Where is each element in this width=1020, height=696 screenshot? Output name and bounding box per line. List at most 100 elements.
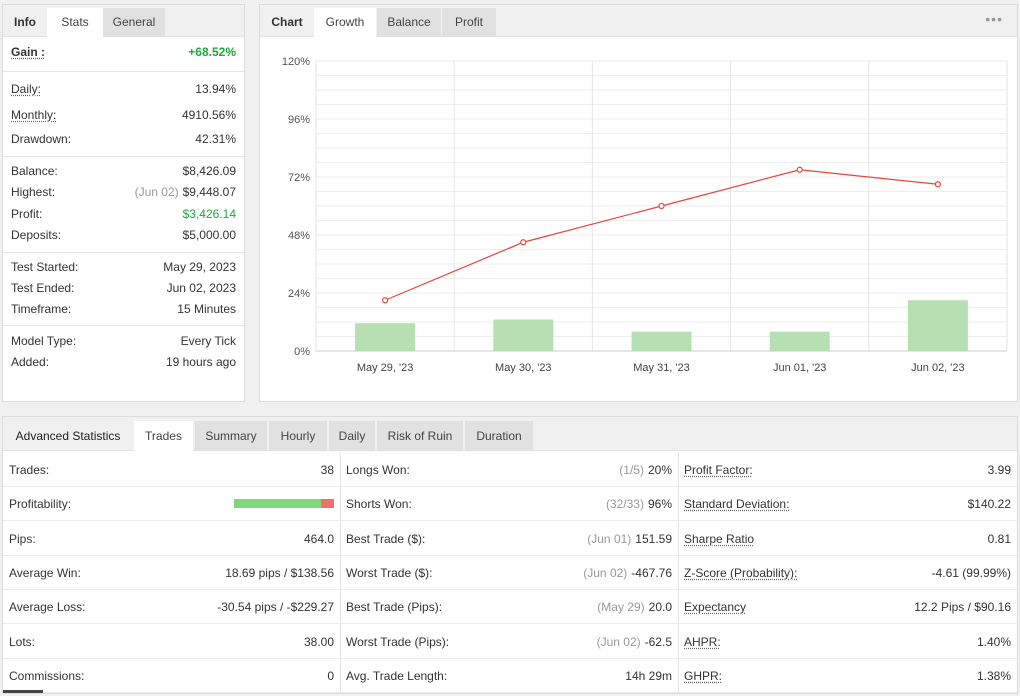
stat-label: Shorts Won: <box>346 497 412 512</box>
tab-balance[interactable]: Balance <box>377 8 441 37</box>
stat-value-group: (Jun 02) -467.76 <box>583 556 672 590</box>
stat-label[interactable]: GHPR: <box>684 668 723 683</box>
tab-risk-of-ruin[interactable]: Risk of Ruin <box>377 421 463 451</box>
monthly-label[interactable]: Monthly: <box>11 108 57 122</box>
stat-label[interactable]: AHPR: <box>684 634 721 649</box>
y-tick-label: 0% <box>294 346 310 358</box>
tab-hourly[interactable]: Hourly <box>269 421 327 451</box>
stat-note: (Jun 02) <box>596 634 641 649</box>
stat-value-group: 38.00 <box>304 625 334 659</box>
stat-value: 3.99 <box>987 463 1011 477</box>
stat-label: Trades: <box>9 463 50 477</box>
stat-value-group: 1.40% <box>977 625 1011 659</box>
stat-value-group: 0 <box>327 659 334 693</box>
table-row: Avg. Trade Length: 14h 29m <box>340 659 678 693</box>
highest-label: Highest: <box>11 185 56 199</box>
stat-value-group: (1/5) 20% <box>619 453 672 487</box>
tab-summary[interactable]: Summary <box>195 421 267 451</box>
stat-label: Average Win: <box>9 565 81 580</box>
table-row: Best Trade (Pips): (May 29) 20.0 <box>340 590 678 625</box>
stat-value-group: 38 <box>321 453 334 487</box>
tab-stats[interactable]: Stats <box>47 8 103 38</box>
stat-value: 14h 29m <box>625 668 672 683</box>
stat-value: 151.59 <box>635 531 672 546</box>
stat-value: 38 <box>320 463 334 477</box>
gain-value: +68.52% <box>188 45 236 59</box>
stat-label[interactable]: Standard Deviation: <box>684 497 790 512</box>
divider <box>3 252 244 253</box>
table-row: Sharpe Ratio 0.81 <box>678 522 1017 556</box>
test-started-value: May 29, 2023 <box>163 260 236 274</box>
stat-note: (32/33) <box>605 497 644 512</box>
tab-chart[interactable]: Chart <box>271 15 303 29</box>
model-type-label: Model Type: <box>11 334 77 348</box>
x-tick-label: May 31, '23 <box>633 362 690 374</box>
data-point <box>934 181 942 188</box>
stat-label[interactable]: Z-Score (Probability): <box>684 565 798 580</box>
tab-daily[interactable]: Daily <box>329 421 375 451</box>
stat-value: 38.00 <box>303 634 334 649</box>
stat-label: Avg. Trade Length: <box>346 668 448 683</box>
stat-value-group: 12.2 Pips / $90.16 <box>914 590 1011 624</box>
x-tick-label: Jun 02, '23 <box>911 362 964 374</box>
stat-value: 464.0 <box>303 531 334 546</box>
chart-tabs: Chart Growth Balance Profit <box>260 5 1017 38</box>
x-tick-label: Jun 01, '23 <box>773 362 826 374</box>
stat-value-group: 14h 29m <box>625 659 672 693</box>
deposits-row: Deposits: $5,000.00 <box>11 225 236 245</box>
stat-label[interactable]: Expectancy <box>684 600 747 615</box>
tab-profit[interactable]: Profit <box>442 8 496 37</box>
info-tabs: Info Stats General <box>3 5 244 38</box>
timeframe-value: 15 Minutes <box>177 302 236 316</box>
tab-info[interactable]: Info <box>14 15 36 29</box>
stat-note: (Jun 01) <box>587 531 632 546</box>
stat-value: 0 <box>327 668 334 683</box>
tab-growth[interactable]: Growth <box>314 8 376 38</box>
tab-general[interactable]: General <box>103 8 165 37</box>
daily-label[interactable]: Daily: <box>11 82 42 96</box>
stat-value: -30.54 pips / -$229.27 <box>217 600 334 615</box>
gain-row: Gain : +68.52% <box>11 42 236 62</box>
growth-chart: 0% 24% 48% 72% 96% 120% May 29, '23 May 30, '23… <box>282 56 1008 374</box>
stat-value: 1.38% <box>976 668 1011 683</box>
scroll-indicator <box>3 690 43 693</box>
stat-value: -4.61 (99.99%) <box>931 565 1011 580</box>
stat-value: -62.5 <box>644 634 672 649</box>
stat-value-group: -30.54 pips / -$229.27 <box>217 590 334 624</box>
table-row: Commissions: 0 <box>3 659 340 693</box>
table-row: Standard Deviation: $140.22 <box>678 487 1017 522</box>
test-ended-label: Test Ended: <box>11 281 75 295</box>
deposits-label: Deposits: <box>11 228 62 242</box>
stat-label: Longs Won: <box>346 463 410 477</box>
divider <box>3 325 244 326</box>
gain-label[interactable]: Gain : <box>11 45 46 59</box>
highest-date: (Jun 02) <box>134 185 179 199</box>
tab-duration[interactable]: Duration <box>465 421 533 451</box>
profitability-bar-fill <box>234 499 321 509</box>
column-divider <box>678 453 679 693</box>
stat-label: Best Trade (Pips): <box>346 600 443 615</box>
table-row: Worst Trade ($): (Jun 02) -467.76 <box>340 556 678 590</box>
tab-trades[interactable]: Trades <box>134 421 193 451</box>
stat-value-group: 0.81 <box>988 522 1011 556</box>
daily-value: 13.94% <box>195 82 236 96</box>
advanced-tabs: Advanced Statistics Trades Summary Hourl… <box>3 417 1017 451</box>
stat-value-group: $140.22 <box>968 487 1011 521</box>
bar <box>355 323 416 351</box>
bar <box>631 331 692 351</box>
tab-advanced-statistics[interactable]: Advanced Statistics <box>15 429 121 443</box>
data-point <box>381 297 389 304</box>
balance-row: Balance: $8,426.09 <box>11 161 236 181</box>
stat-note: (1/5) <box>619 463 644 477</box>
column-divider <box>340 453 341 693</box>
stat-value-group: (Jun 02) -62.5 <box>597 625 672 659</box>
stat-value-group: -4.61 (99.99%) <box>932 556 1011 590</box>
more-options-icon[interactable]: ••• <box>985 11 1003 27</box>
stat-label[interactable]: Profit Factor: <box>684 463 753 477</box>
y-tick-label: 120% <box>282 56 310 68</box>
highest-value-group: (Jun 02) $9,448.07 <box>135 182 236 202</box>
stat-label[interactable]: Sharpe Ratio <box>684 531 755 546</box>
stat-value: 18.69 pips / $138.56 <box>225 565 334 580</box>
stat-value-group: 18.69 pips / $138.56 <box>225 556 334 590</box>
profit-label: Profit: <box>11 207 43 221</box>
